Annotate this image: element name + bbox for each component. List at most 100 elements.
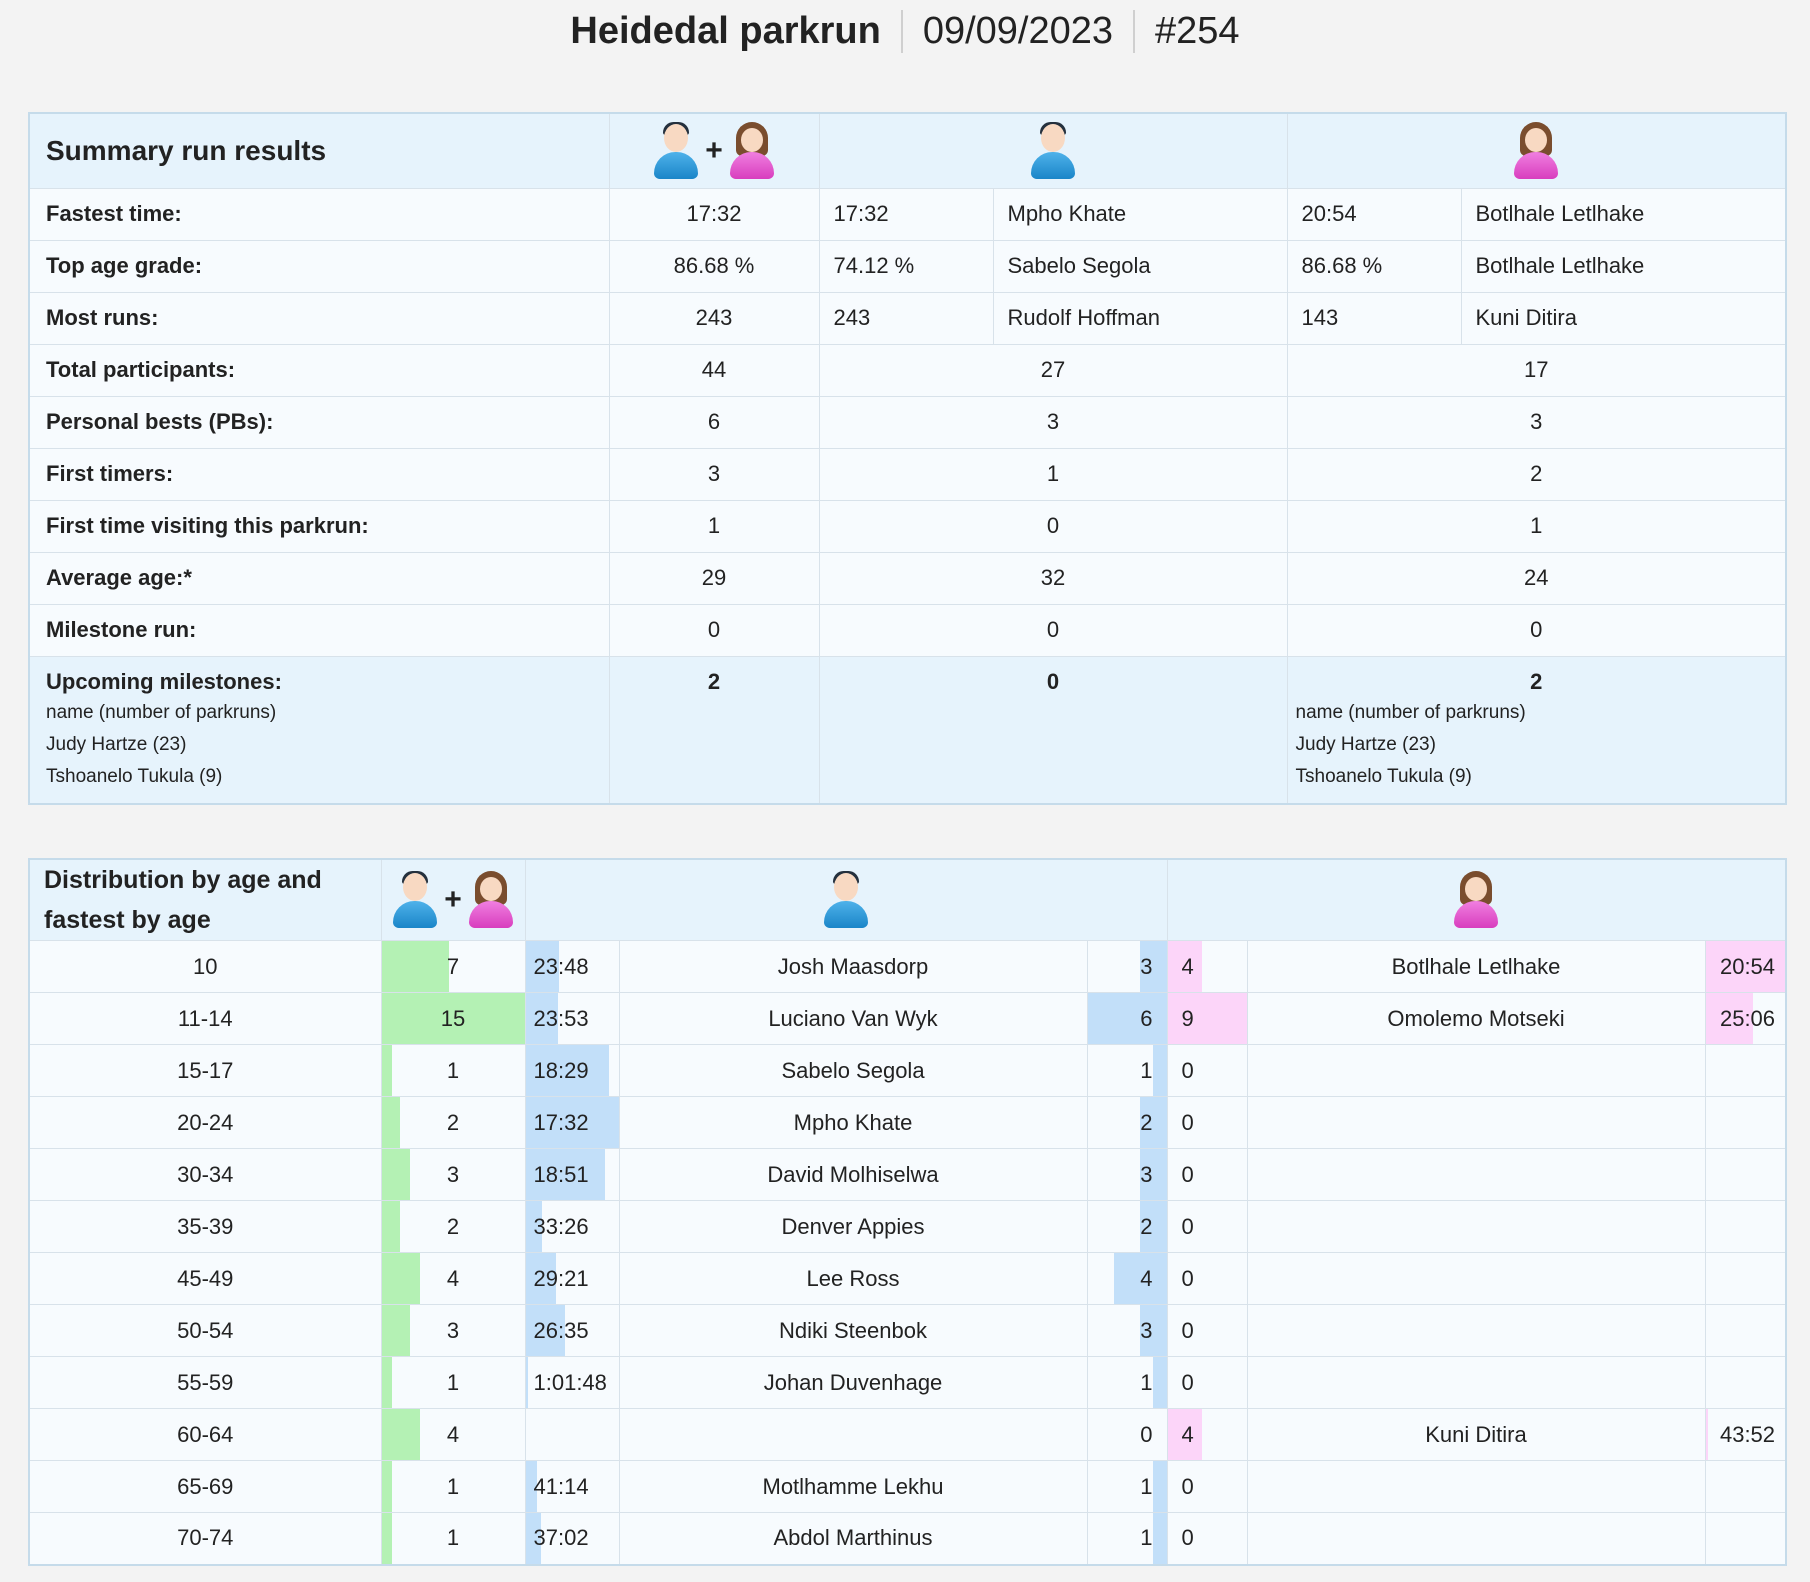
summary-row: Average age:* 29 32 24 — [28, 551, 1787, 605]
all-value: 0 — [608, 603, 820, 657]
male-count-cell: 4 — [1086, 1252, 1168, 1305]
all-value: 44 — [608, 343, 820, 397]
female-icon — [1511, 121, 1561, 180]
male-fastest-time: 18:29 — [533, 1057, 589, 1083]
female-time-cell: 20:54 — [1704, 940, 1787, 993]
female-fastest-name[interactable] — [1246, 1044, 1706, 1097]
row-label: First time visiting this parkrun: — [28, 499, 610, 553]
female-time-bar — [1705, 941, 1786, 992]
female-time-cell — [1704, 1148, 1787, 1201]
male-fastest-name[interactable]: Johan Duvenhage — [618, 1356, 1088, 1409]
most-runs-row: Most runs: 243 243 Rudolf Hoffman 143 Ku… — [28, 291, 1787, 345]
male-fastest-name[interactable]: Abdol Marthinus — [618, 1512, 1088, 1565]
male-value: 243 — [818, 291, 994, 345]
male-fastest-name[interactable]: Sabelo Segola — [618, 1044, 1088, 1097]
male-value: 3 — [818, 395, 1288, 449]
female-name[interactable]: Botlhale Letlhake — [1460, 187, 1787, 241]
male-count: 6 — [1140, 1005, 1153, 1031]
milestone-name[interactable]: Tshoanelo Tukula (9) — [1295, 765, 1472, 787]
female-count-cell: 0 — [1166, 1148, 1248, 1201]
total-count-bar — [381, 1305, 411, 1356]
total-count-bar — [381, 1461, 392, 1512]
summary-row: Personal bests (PBs): 6 3 3 — [28, 395, 1787, 449]
age-row: 60-64 4 0 4 Kuni Ditira 43:52 — [28, 1408, 1787, 1461]
age-group: 35-39 — [28, 1200, 382, 1253]
total-count: 1 — [446, 1057, 460, 1083]
male-fastest-time: 23:48 — [533, 953, 589, 979]
male-count-cell: 1 — [1086, 1044, 1168, 1097]
female-fastest-name[interactable] — [1246, 1148, 1706, 1201]
female-value: 3 — [1286, 395, 1787, 449]
male-name[interactable]: Sabelo Segola — [992, 239, 1288, 293]
male-time-bar — [525, 1201, 543, 1252]
male-count-bar — [1140, 1201, 1167, 1252]
male-fastest-name[interactable] — [618, 1408, 1088, 1461]
female-fastest-name[interactable] — [1246, 1304, 1706, 1357]
age-row: 70-74 1 37:02 Abdol Marthinus 1 0 — [28, 1512, 1787, 1565]
female-fastest-name[interactable] — [1246, 1096, 1706, 1149]
male-time-cell: 23:53 — [524, 992, 620, 1045]
male-time-bar — [525, 1357, 529, 1408]
total-count-cell: 1 — [380, 1044, 526, 1097]
female-time-cell — [1704, 1200, 1787, 1253]
total-count-bar — [381, 1045, 392, 1096]
female-fastest-name[interactable] — [1246, 1200, 1706, 1253]
male-fastest-name[interactable]: David Molhiselwa — [618, 1148, 1088, 1201]
female-fastest-name[interactable] — [1246, 1460, 1706, 1513]
male-count-cell: 3 — [1086, 1148, 1168, 1201]
male-fastest-name[interactable]: Lee Ross — [618, 1252, 1088, 1305]
female-count: 0 — [1181, 1161, 1194, 1187]
female-count-bar — [1167, 941, 1203, 992]
male-count: 3 — [1140, 953, 1153, 979]
male-fastest-name[interactable]: Mpho Khate — [618, 1096, 1088, 1149]
age-row: 20-24 2 17:32 Mpho Khate 2 0 — [28, 1096, 1787, 1149]
male-name[interactable]: Rudolf Hoffman — [992, 291, 1288, 345]
total-count-cell: 4 — [380, 1252, 526, 1305]
male-count-bar — [1140, 1305, 1167, 1356]
male-icon — [821, 871, 871, 929]
age-group: 15-17 — [28, 1044, 382, 1097]
male-name[interactable]: Mpho Khate — [992, 187, 1288, 241]
milestone-name[interactable]: Judy Hartze (23) — [46, 733, 187, 755]
male-time-cell: 23:48 — [524, 940, 620, 993]
all-value: 6 — [608, 395, 820, 449]
total-count-cell: 15 — [380, 992, 526, 1045]
female-fastest-name[interactable]: Omolemo Motseki — [1246, 992, 1706, 1045]
male-fastest-time: 1:01:48 — [533, 1369, 607, 1395]
male-fastest-time: 18:51 — [533, 1161, 589, 1187]
female-fastest-name[interactable]: Kuni Ditira — [1246, 1408, 1706, 1461]
male-count-cell: 1 — [1086, 1356, 1168, 1409]
female-value: 86.68 % — [1286, 239, 1462, 293]
female-name[interactable]: Kuni Ditira — [1460, 291, 1787, 345]
row-label: Upcoming milestones: — [46, 668, 282, 694]
total-count-cell: 7 — [380, 940, 526, 993]
female-value: 2 — [1286, 447, 1787, 501]
female-fastest-name[interactable] — [1246, 1252, 1706, 1305]
distribution-subtitle: fastest by age — [44, 906, 211, 934]
total-count-bar — [381, 1253, 421, 1304]
all-value: 2 — [608, 655, 820, 805]
male-fastest-name[interactable]: Josh Maasdorp — [618, 940, 1088, 993]
milestone-name[interactable]: Tshoanelo Tukula (9) — [46, 765, 223, 787]
female-count-cell: 0 — [1166, 1304, 1248, 1357]
male-fastest-name[interactable]: Ndiki Steenbok — [618, 1304, 1088, 1357]
female-fastest-name[interactable] — [1246, 1512, 1706, 1565]
female-count: 4 — [1181, 1421, 1194, 1447]
male-fastest-time: 33:26 — [533, 1213, 589, 1239]
female-fastest-name[interactable] — [1246, 1356, 1706, 1409]
male-fastest-name[interactable]: Motlhamme Lekhu — [618, 1460, 1088, 1513]
male-fastest-name[interactable]: Luciano Van Wyk — [618, 992, 1088, 1045]
milestone-name[interactable]: Judy Hartze (23) — [1295, 733, 1436, 755]
summary-row: First time visiting this parkrun: 1 0 1 — [28, 499, 1787, 553]
female-count: 0 — [1181, 1473, 1194, 1499]
male-count-bar — [1153, 1513, 1167, 1564]
total-count: 7 — [446, 953, 460, 979]
female-fastest-name[interactable]: Botlhale Letlhake — [1246, 940, 1706, 993]
all-value: 86.68 % — [608, 239, 820, 293]
age-row: 50-54 3 26:35 Ndiki Steenbok 3 0 — [28, 1304, 1787, 1357]
male-fastest-name[interactable]: Denver Appies — [618, 1200, 1088, 1253]
male-time-bar — [525, 1513, 542, 1564]
total-count-bar — [381, 1201, 401, 1252]
female-name[interactable]: Botlhale Letlhake — [1460, 239, 1787, 293]
female-count-cell: 0 — [1166, 1044, 1248, 1097]
